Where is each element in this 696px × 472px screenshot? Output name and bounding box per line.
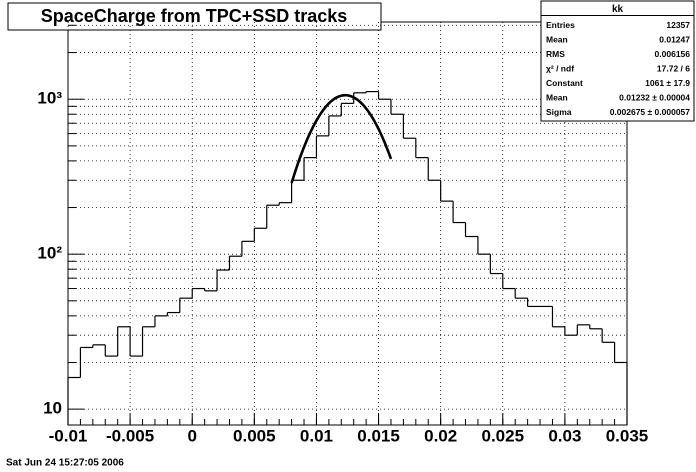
x-tick-label: -0.01 bbox=[49, 426, 88, 445]
x-tick-label: 0.02 bbox=[424, 426, 457, 445]
stats-value: 17.72 / 6 bbox=[657, 64, 690, 74]
y-tick-label: 10² bbox=[37, 244, 62, 263]
stats-label: χ² / ndf bbox=[546, 64, 574, 74]
x-tick-label: 0.025 bbox=[482, 426, 525, 445]
y-tick-label: 10³ bbox=[37, 89, 62, 108]
x-tick-label: 0.035 bbox=[606, 426, 649, 445]
stats-label: Sigma bbox=[546, 107, 572, 117]
x-tick-label: 0.005 bbox=[233, 426, 276, 445]
stats-value: 0.01247 bbox=[659, 35, 690, 45]
stats-label: RMS bbox=[546, 49, 565, 59]
stats-box bbox=[540, 0, 695, 122]
stats-label: Constant bbox=[546, 78, 583, 88]
stats-value: 12357 bbox=[666, 20, 690, 30]
stats-value: 0.006156 bbox=[655, 49, 691, 59]
x-tick-label: 0 bbox=[187, 426, 196, 445]
x-tick-label: 0.015 bbox=[357, 426, 400, 445]
fit-curve bbox=[290, 93, 393, 184]
stats-label: Mean bbox=[546, 93, 568, 103]
x-tick-label: 0.03 bbox=[548, 426, 581, 445]
footer: Sat Jun 24 15:27:05 2006 bbox=[6, 458, 124, 469]
stats-value: 0.01232 ± 0.00004 bbox=[619, 93, 690, 103]
chart-title: SpaceCharge from TPC+SSD tracks bbox=[41, 6, 348, 26]
y-tick-label: 10 bbox=[43, 399, 62, 418]
x-tick-label: -0.005 bbox=[106, 426, 154, 445]
stats-label: Entries bbox=[546, 20, 575, 30]
stats-value: 0.002675 ± 0.000057 bbox=[610, 107, 691, 117]
stats-label: Mean bbox=[546, 35, 568, 45]
stats-value: 1061 ± 17.9 bbox=[645, 78, 690, 88]
stats-title: kk bbox=[612, 4, 624, 15]
x-tick-label: 0.01 bbox=[300, 426, 333, 445]
